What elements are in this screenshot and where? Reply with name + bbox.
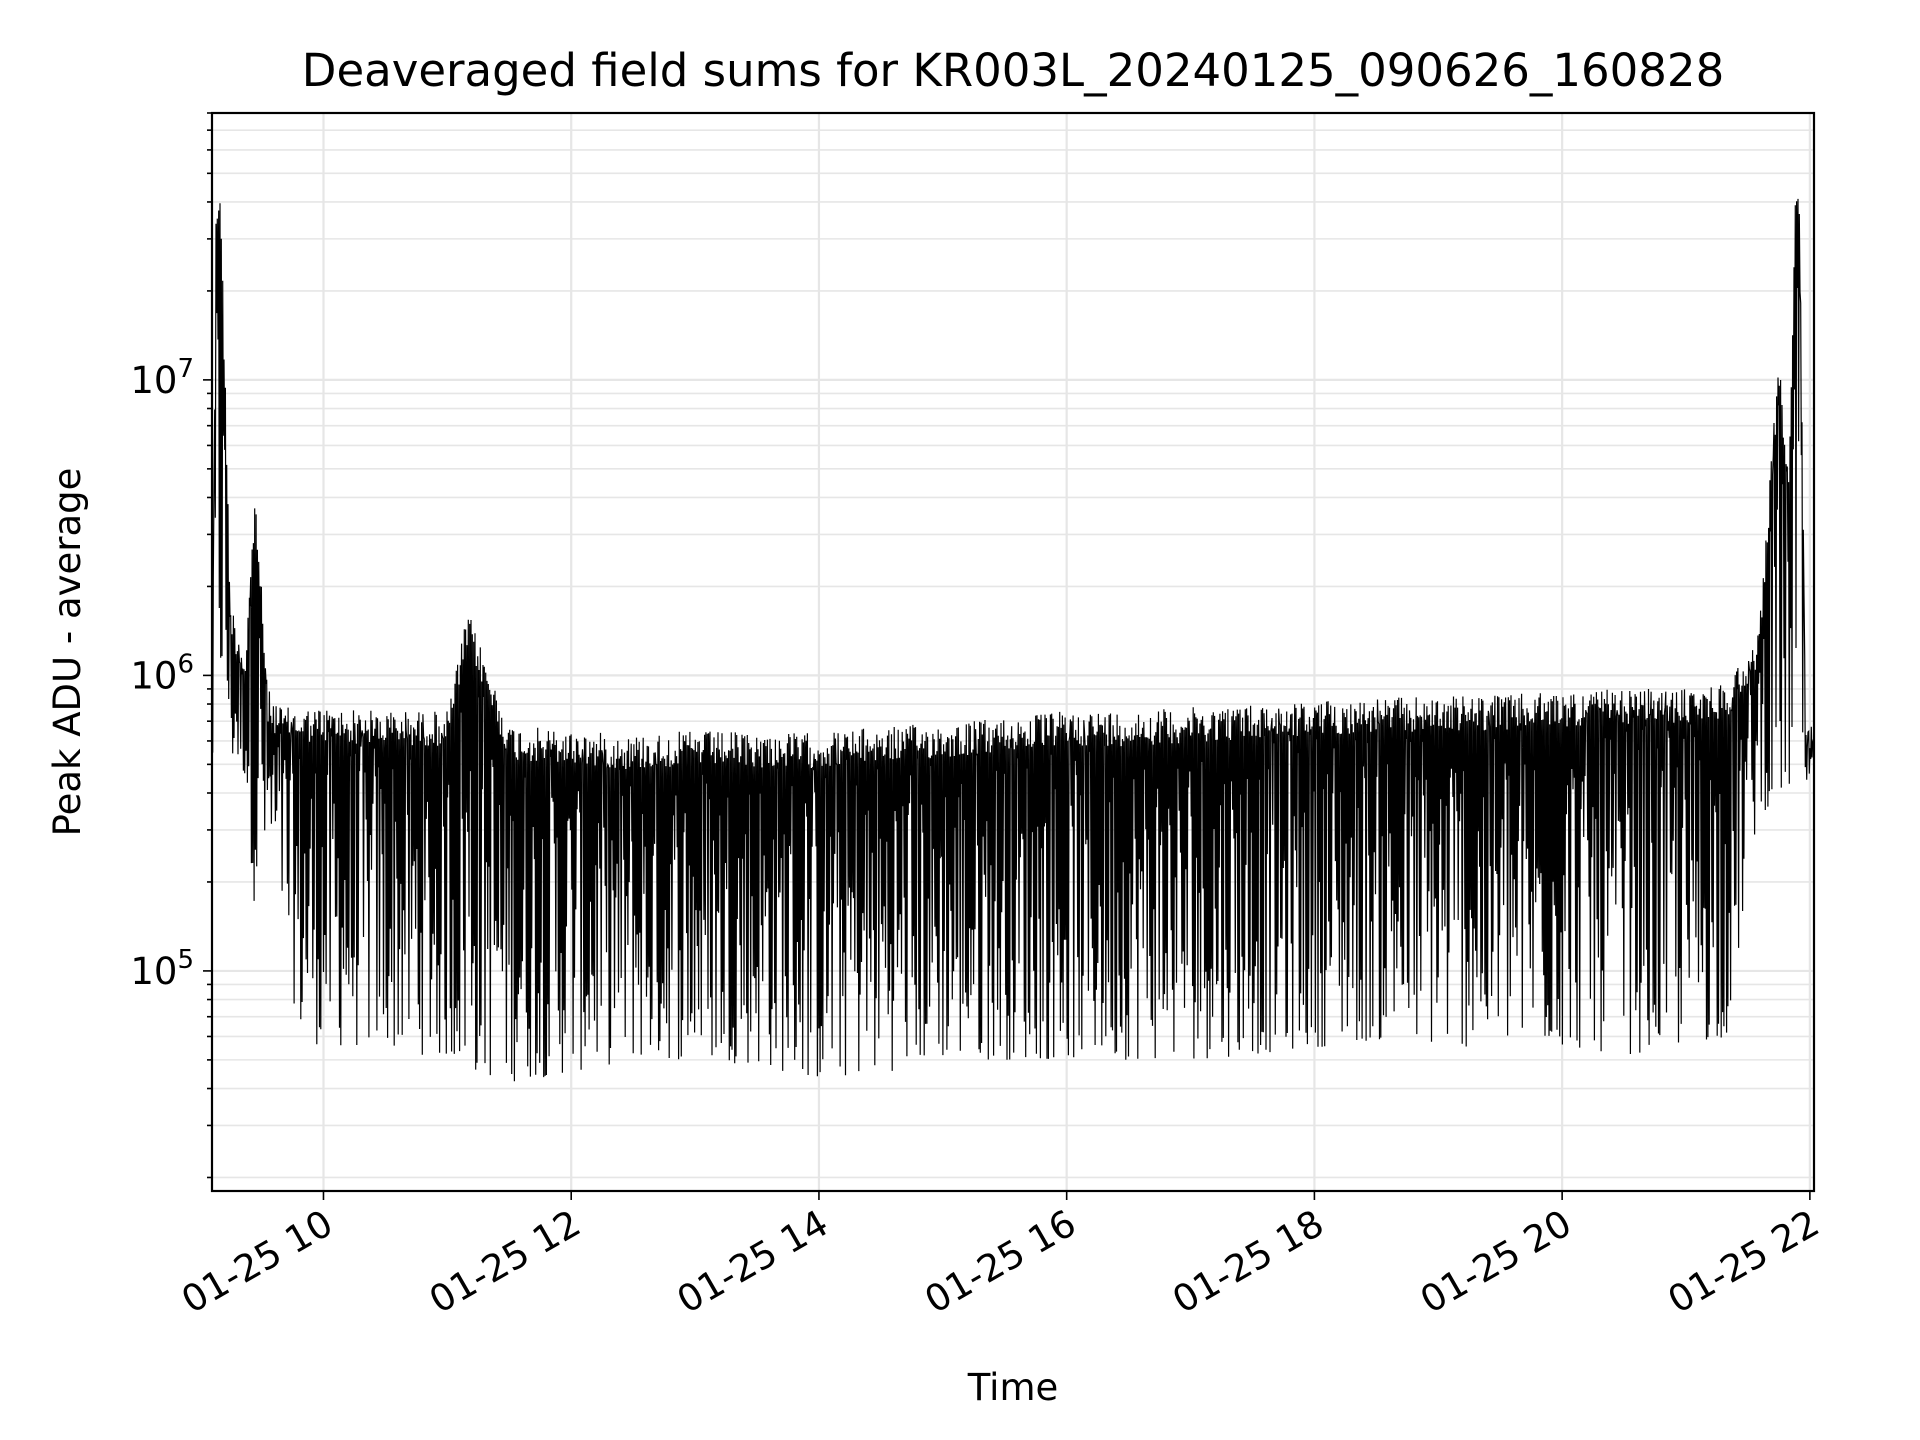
series-layer: [211, 198, 1815, 1082]
chart-title: Deaveraged field sums for KR003L_2024012…: [302, 44, 1724, 97]
y-tick-label: 105: [130, 945, 194, 993]
y-tick-label: 106: [130, 649, 194, 697]
plot-frame: [210, 111, 1816, 1193]
y-tick-label: 107: [130, 354, 194, 402]
series-line: [211, 198, 1815, 1082]
y-axis-label: Peak ADU - average: [46, 468, 89, 837]
x-axis-label: Time: [967, 1366, 1059, 1409]
